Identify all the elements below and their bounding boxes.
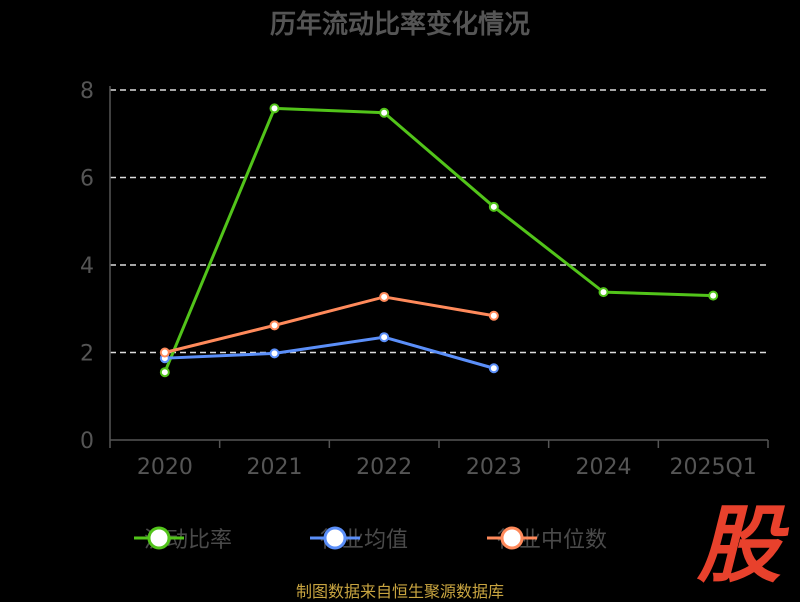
source-note: 制图数据来自恒生聚源数据库: [295, 582, 504, 601]
chart-title: 历年流动比率变化情况: [269, 10, 530, 40]
data-point: [488, 310, 499, 321]
data-point: [488, 201, 499, 212]
y-tick-label: 8: [80, 79, 94, 104]
data-point: [488, 363, 499, 374]
x-tick-label: 2023: [466, 455, 522, 480]
y-tick-label: 2: [80, 342, 94, 367]
data-point: [269, 103, 280, 114]
data-point: [708, 290, 719, 301]
legend-item-current-ratio[interactable]: 流动比率: [134, 516, 232, 560]
legend-item-industry-median[interactable]: 行业中位数: [487, 516, 607, 560]
legend-item-industry-mean[interactable]: 行业均值: [310, 516, 408, 560]
legend-marker-current-ratio: [134, 526, 184, 550]
data-point: [379, 107, 390, 118]
x-tick-label: 2024: [576, 455, 632, 480]
data-point: [269, 320, 280, 331]
series-line: [164, 335, 495, 370]
y-tick-label: 0: [80, 429, 94, 454]
y-tick-label: 6: [80, 167, 94, 192]
series-line: [164, 295, 495, 354]
x-tick-label: 2020: [137, 455, 193, 480]
series-line: [163, 106, 714, 373]
y-tick-label: 4: [80, 254, 94, 279]
data-point: [159, 347, 170, 358]
watermark-logo: 股: [696, 496, 781, 594]
legend: 流动比率 行业均值 行业中位数: [0, 516, 800, 560]
x-tick-label: 2022: [356, 455, 412, 480]
data-point: [379, 291, 390, 302]
data-point: [598, 287, 609, 298]
data-point: [159, 367, 170, 378]
data-point: [379, 332, 390, 343]
legend-marker-industry-mean: [310, 526, 360, 550]
data-point: [269, 348, 280, 359]
x-tick-label: 2025Q1: [670, 455, 757, 480]
x-tick-label: 2021: [247, 455, 303, 480]
legend-marker-industry-median: [487, 526, 537, 550]
